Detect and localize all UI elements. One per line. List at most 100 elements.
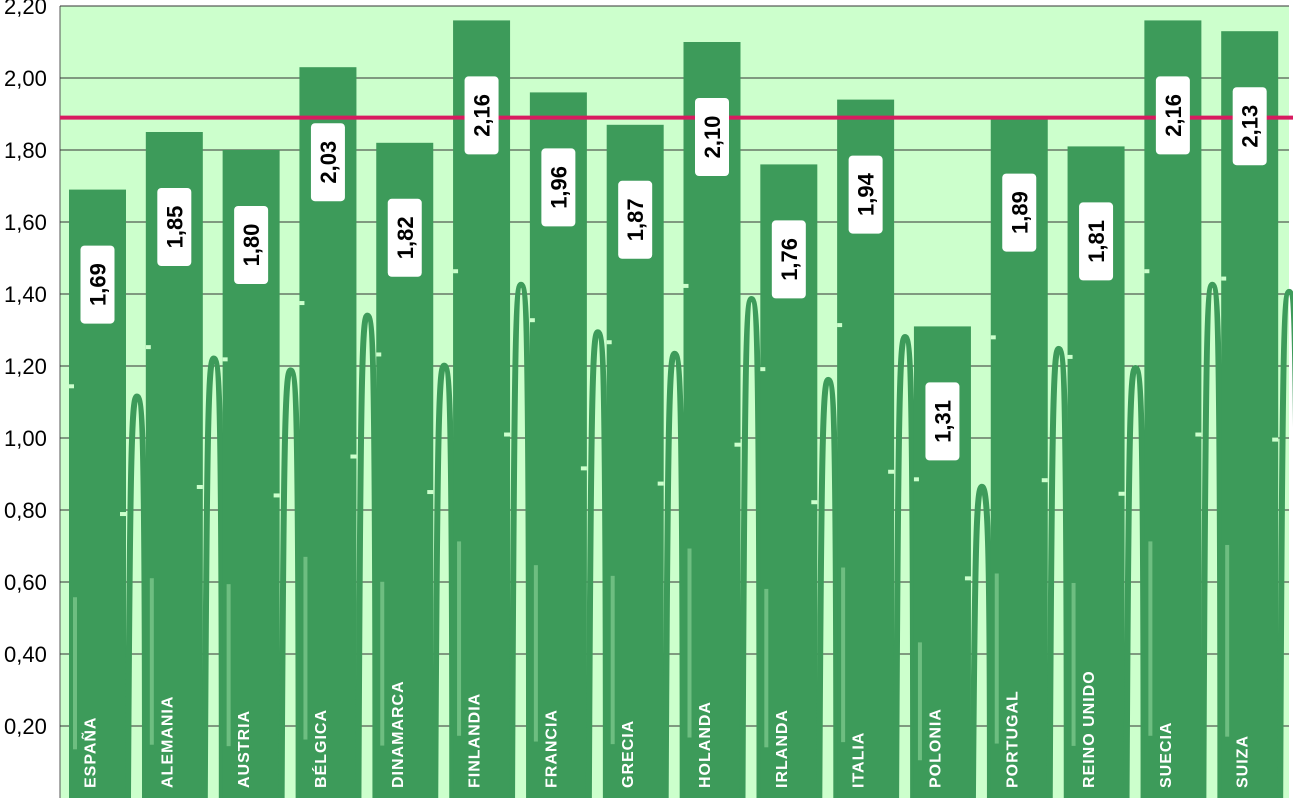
bar-band bbox=[1225, 544, 1230, 737]
bar-band bbox=[196, 484, 203, 489]
bar-band bbox=[811, 500, 818, 505]
bar-band bbox=[606, 340, 612, 345]
category-label: HOLANDA bbox=[697, 701, 714, 788]
category-label: PORTUGAL bbox=[1004, 690, 1021, 788]
bar-band bbox=[964, 576, 971, 581]
category-label: FRANCIA bbox=[543, 709, 560, 788]
bar-band bbox=[1221, 276, 1227, 281]
bar-ribbon bbox=[1277, 288, 1293, 799]
data-label-box bbox=[1079, 202, 1114, 281]
y-tick-label: 1,20 bbox=[4, 354, 47, 379]
bar-band bbox=[764, 588, 769, 748]
bar-band bbox=[299, 301, 305, 306]
y-tick-label: 1,60 bbox=[4, 210, 47, 235]
bars bbox=[69, 20, 1293, 799]
bar-band bbox=[380, 581, 385, 746]
bar-band bbox=[149, 578, 154, 745]
data-label-text: 1,85 bbox=[162, 206, 187, 249]
y-tick-label: 0,80 bbox=[4, 498, 47, 523]
bar-ribbon bbox=[585, 329, 609, 799]
data-label: 1,82 bbox=[387, 198, 422, 277]
bar-ribbon bbox=[893, 334, 917, 799]
data-label-box bbox=[848, 155, 883, 234]
bar-ribbon bbox=[969, 483, 993, 799]
bar-band bbox=[376, 352, 382, 357]
bar-band bbox=[990, 335, 996, 340]
bar-band bbox=[841, 567, 846, 743]
category-label: SUECIA bbox=[1158, 722, 1175, 788]
y-axis-ticks: 0,20 0,40 0,60 0,80 1,00 1,20 1,40 1,60 1,80 2,00… bbox=[4, 0, 47, 739]
data-label-box bbox=[387, 198, 422, 277]
bar-ribbon bbox=[125, 393, 148, 799]
bar-band bbox=[687, 548, 692, 738]
data-label: 2,16 bbox=[1155, 76, 1190, 155]
data-label-box bbox=[925, 382, 960, 461]
bar-band bbox=[120, 512, 126, 517]
y-tick-label: 1,00 bbox=[4, 426, 47, 451]
data-label-box bbox=[1002, 173, 1037, 252]
data-label: 1,76 bbox=[771, 220, 806, 299]
data-label: 1,94 bbox=[848, 155, 883, 234]
data-label-box bbox=[1232, 87, 1267, 166]
data-label-box bbox=[464, 76, 499, 155]
bar-ribbon bbox=[816, 376, 840, 799]
bar-ribbon bbox=[739, 296, 763, 799]
data-label-box bbox=[234, 206, 269, 284]
category-label: GRECIA bbox=[620, 720, 637, 788]
bar-ribbon bbox=[278, 367, 302, 799]
data-label-text: 2,16 bbox=[470, 94, 495, 137]
bar-band bbox=[529, 318, 535, 323]
data-label-text: 1,96 bbox=[546, 166, 571, 209]
data-label-text: 1,81 bbox=[1084, 220, 1109, 263]
category-label: IRLANDA bbox=[774, 709, 791, 788]
bar-band bbox=[504, 432, 511, 437]
bar-ribbon bbox=[1200, 281, 1224, 799]
bar-band bbox=[1195, 432, 1202, 437]
y-tick-label: 0,20 bbox=[4, 714, 47, 739]
bar-band bbox=[73, 597, 77, 750]
data-label-text: 1,94 bbox=[854, 172, 879, 216]
data-label-text: 2,10 bbox=[700, 116, 725, 159]
data-label-box bbox=[310, 123, 345, 202]
y-tick-label: 2,00 bbox=[4, 66, 47, 91]
bar-band bbox=[273, 493, 280, 498]
data-label-box bbox=[541, 148, 576, 227]
data-label-text: 2,16 bbox=[1161, 94, 1186, 137]
bar-band bbox=[1071, 582, 1076, 746]
category-label: DINAMARCA bbox=[390, 680, 407, 788]
bar-band bbox=[145, 345, 151, 350]
bar-band bbox=[1118, 491, 1125, 496]
bar-band bbox=[1067, 354, 1073, 359]
bar-band bbox=[1272, 437, 1279, 442]
bar-band bbox=[453, 269, 459, 274]
category-label: ITALIA bbox=[851, 732, 868, 788]
category-label: ESPAÑA bbox=[80, 717, 100, 789]
y-tick-label: 1,80 bbox=[4, 138, 47, 163]
bar-band bbox=[734, 442, 741, 447]
category-labels: ESPAÑA ALEMANIA AUSTRIA BÉLGICA DINAMARCA FIN… bbox=[80, 670, 1252, 788]
data-label: 1,85 bbox=[157, 188, 192, 266]
category-label: FINLANDIA bbox=[467, 693, 484, 788]
bar-band bbox=[837, 323, 843, 328]
bar-ribbon bbox=[1123, 364, 1147, 799]
bar-band bbox=[303, 556, 308, 740]
data-label: 1,96 bbox=[541, 148, 576, 227]
data-label: 1,89 bbox=[1002, 173, 1037, 252]
data-label-box bbox=[695, 98, 729, 176]
data-label: 2,13 bbox=[1232, 87, 1267, 166]
data-label: 1,31 bbox=[925, 382, 960, 461]
data-label-box bbox=[1155, 76, 1190, 155]
data-label: 1,87 bbox=[618, 180, 653, 259]
category-label: BÉLGICA bbox=[311, 709, 330, 788]
bar-band bbox=[533, 565, 538, 742]
bar-band bbox=[994, 573, 999, 744]
data-label: 2,10 bbox=[695, 98, 729, 176]
data-label-text: 1,76 bbox=[777, 238, 802, 281]
data-label: 2,03 bbox=[310, 123, 345, 202]
data-label: 1,80 bbox=[234, 206, 269, 284]
data-label-text: 1,31 bbox=[930, 400, 955, 443]
bar-band bbox=[683, 283, 689, 288]
bar-ribbon bbox=[1046, 345, 1070, 799]
data-label-text: 1,69 bbox=[86, 263, 111, 306]
